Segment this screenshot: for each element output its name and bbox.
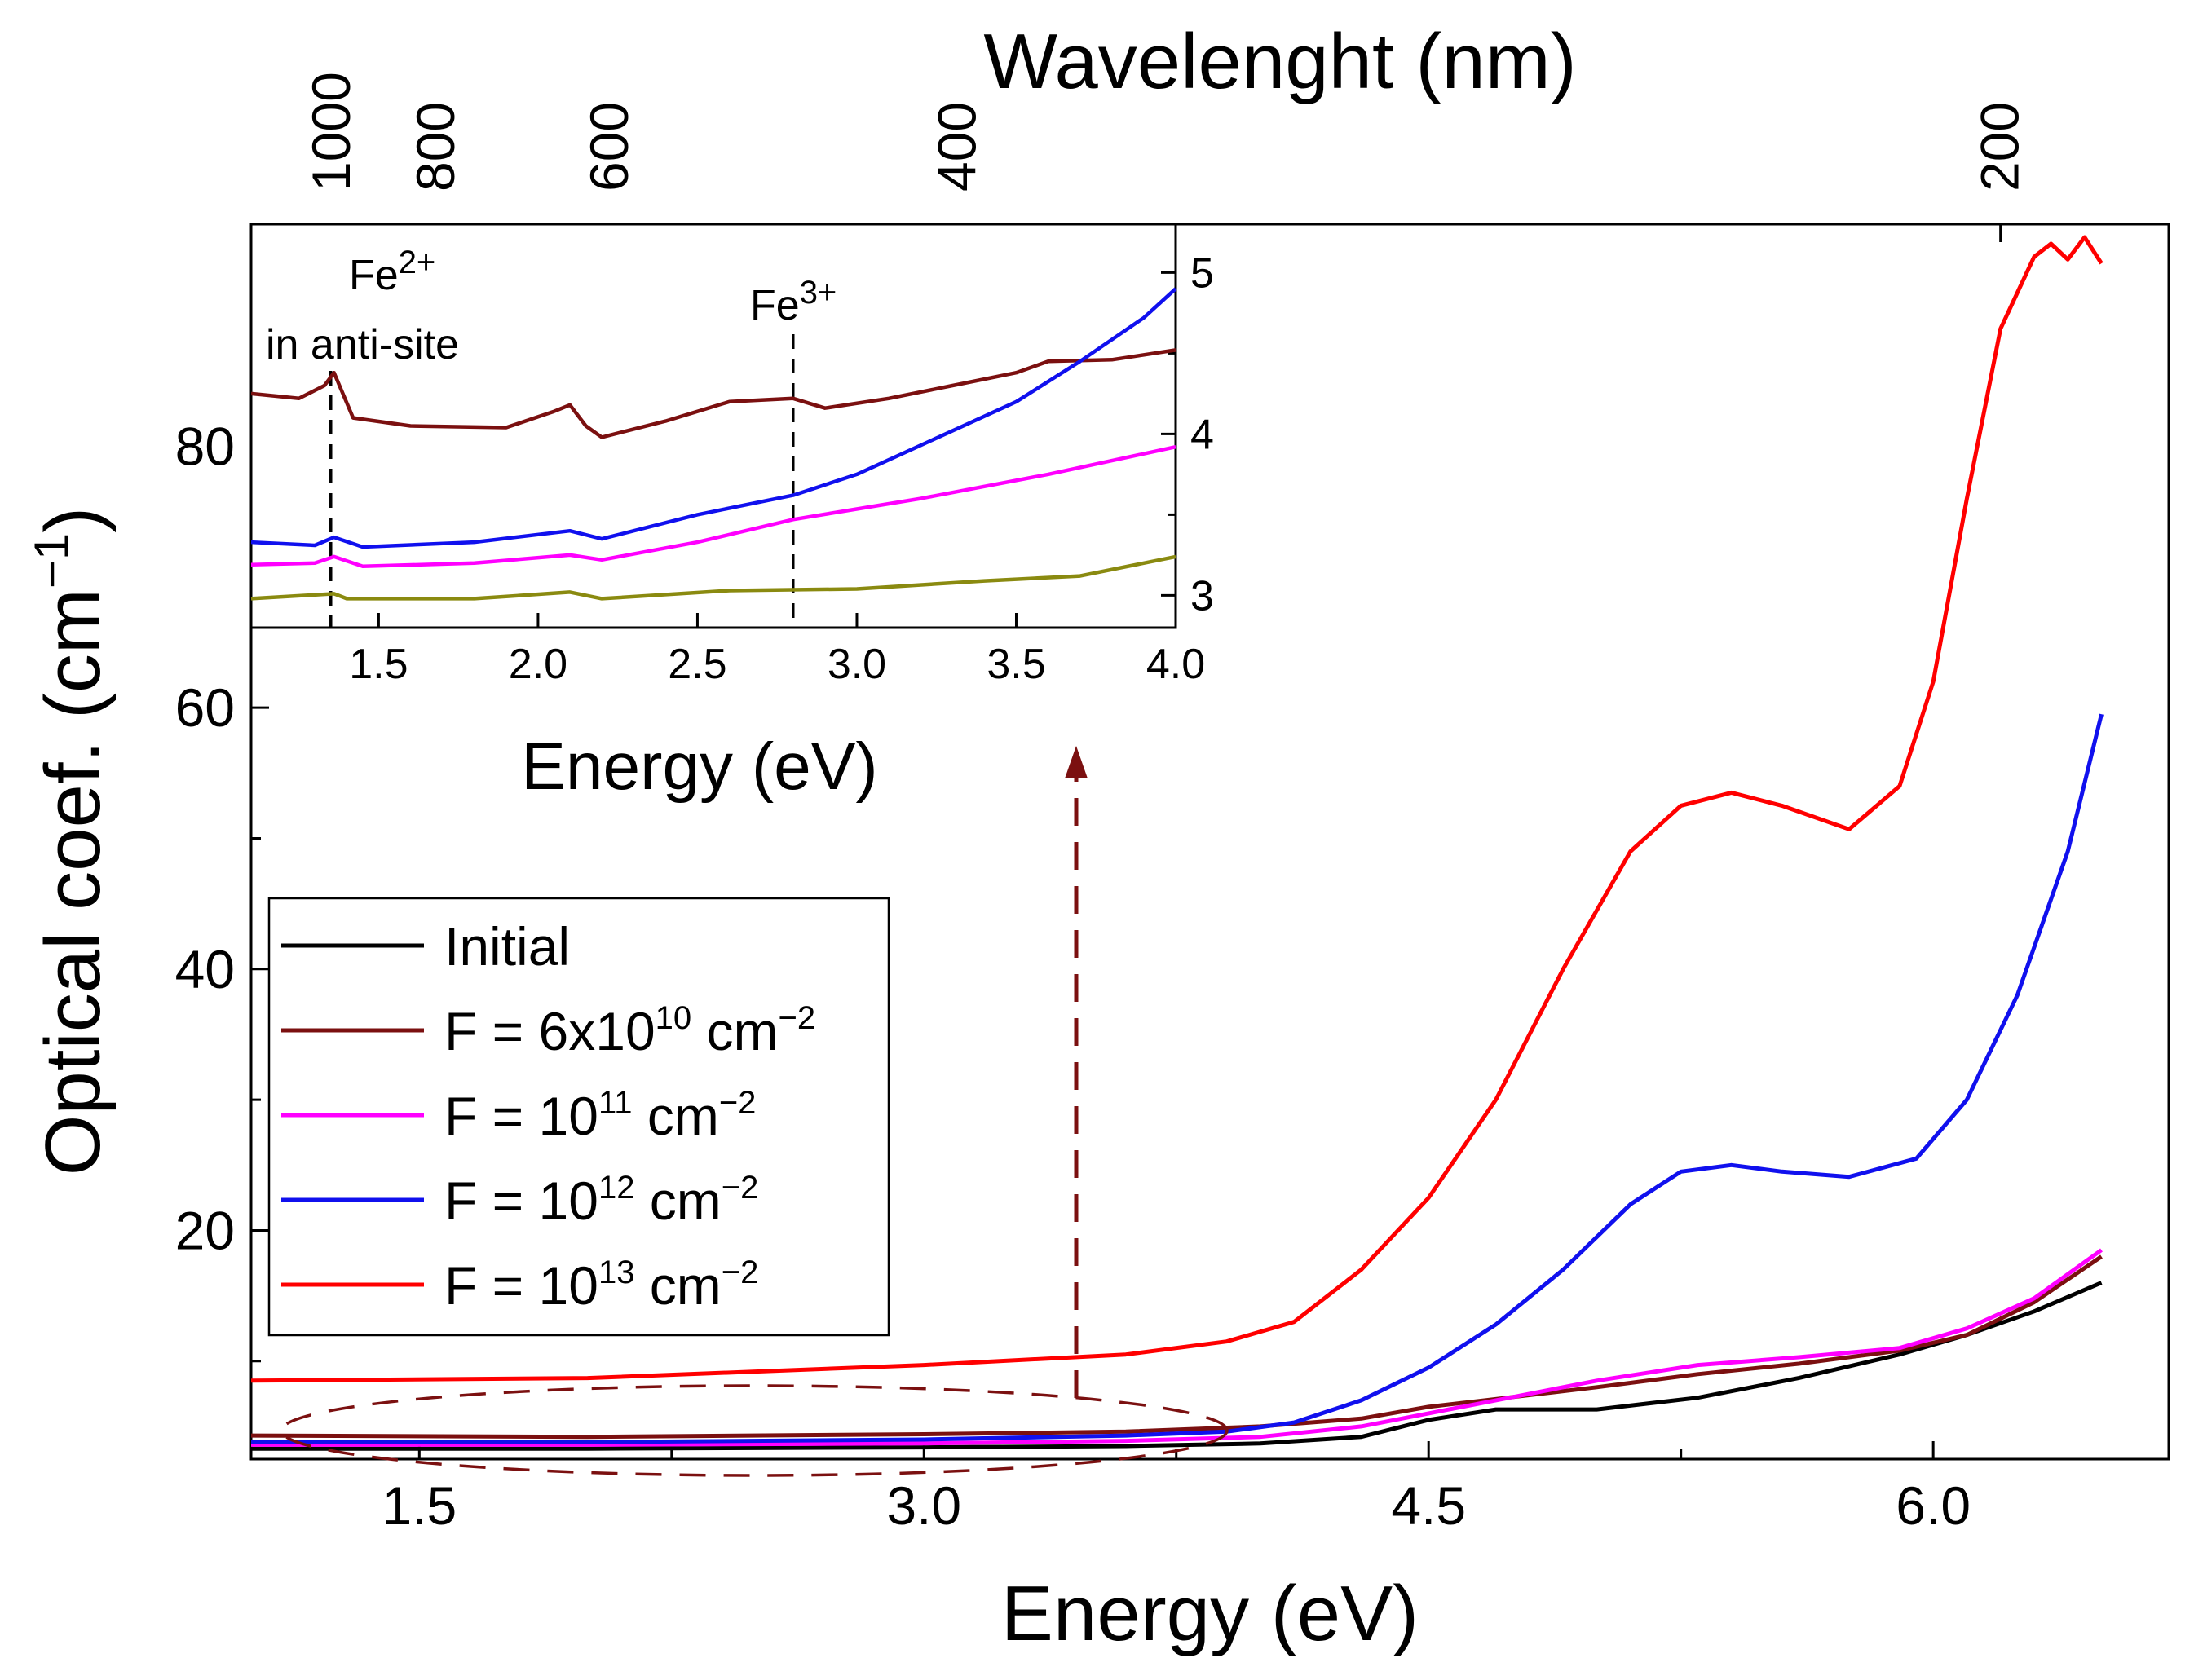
inset-x-tick-label: 4.0 <box>1146 641 1205 688</box>
inset-x-tick-label: 2.0 <box>509 641 567 688</box>
fe2-label: Fe2+ <box>349 245 435 299</box>
legend-item-10-12: F = 1012 cm−2 <box>281 1170 758 1231</box>
main-series-line-2 <box>251 1248 2103 1447</box>
top-tick-label: 1000 <box>301 72 361 192</box>
svg-text:F = 1013 cm−2: F = 1013 cm−2 <box>444 1254 758 1316</box>
legend-item-6x10-10: F = 6x1010 cm−2 <box>281 1000 815 1061</box>
inset-plot-frame <box>249 223 1177 629</box>
svg-text:F = 1011 cm−2: F = 1011 cm−2 <box>444 1085 756 1146</box>
inset-x-axis-label: Energy (eV) <box>521 730 878 804</box>
top-tick-label: 600 <box>579 102 639 192</box>
inset-ion-markers <box>329 334 795 628</box>
main-x-axis-label: Energy (eV) <box>1001 1570 1419 1657</box>
fe2-site-label: in anti-site <box>266 321 459 368</box>
main-x-ticks: 1.5 3.0 4.5 6.0 <box>382 1441 1971 1536</box>
top-axis-label: Wavelenght (nm) <box>983 18 1576 105</box>
main-x-tick-label: 6.0 <box>1896 1475 1971 1536</box>
top-wavelength-ticks: 1000 800 600 400 200 <box>301 72 2030 242</box>
svg-text:Initial: Initial <box>444 916 570 977</box>
main-y-axis-label: Optical coef. (cm−1) <box>24 507 117 1176</box>
inset-series-line-3 <box>250 554 1176 601</box>
inset-x-tick-label: 1.5 <box>349 641 408 688</box>
inset-y-tick-label: 4 <box>1190 411 1214 458</box>
main-y-tick-label: 80 <box>175 417 235 477</box>
main-x-tick-label: 4.5 <box>1391 1475 1466 1536</box>
main-y-tick-label: 40 <box>175 939 235 999</box>
svg-text:F = 1012 cm−2: F = 1012 cm−2 <box>444 1170 758 1231</box>
legend-item-initial: Initial <box>281 916 570 977</box>
main-series-line-4 <box>250 235 2104 1383</box>
main-plot-frame <box>249 223 2170 1461</box>
legend-item-10-13: F = 1013 cm−2 <box>281 1254 758 1316</box>
inset-x-tick-label: 3.5 <box>987 641 1045 688</box>
inset-series-lines <box>250 287 1177 601</box>
main-y-tick-label: 20 <box>175 1200 235 1260</box>
main-y-ticks: 20 40 60 80 <box>175 314 269 1363</box>
top-tick-label: 200 <box>1970 102 2030 192</box>
top-tick-label: 400 <box>927 102 987 192</box>
main-series-line-3 <box>251 713 2104 1444</box>
main-series-lines <box>250 235 2104 1451</box>
legend-item-10-11: F = 1011 cm−2 <box>281 1085 756 1146</box>
arrow-head-icon <box>1065 746 1088 778</box>
inset-y-tick-label: 3 <box>1190 572 1214 620</box>
top-tick-label: 800 <box>405 102 466 192</box>
main-x-tick-label: 1.5 <box>382 1475 457 1536</box>
low-energy-ellipse <box>280 1384 1229 1477</box>
svg-text:F = 6x1010 cm−2: F = 6x1010 cm−2 <box>444 1000 815 1061</box>
inset-y-tick-label: 5 <box>1190 249 1214 297</box>
legend: Initial F = 6x1010 cm−2 F = 1011 cm−2 F … <box>267 897 890 1337</box>
main-y-tick-label: 60 <box>175 677 235 738</box>
inset-series-line-0 <box>250 348 1176 439</box>
inset-x-tick-label: 2.5 <box>668 641 726 688</box>
inset-y-ticks: 3 4 5 <box>1161 249 1214 620</box>
fe3-label: Fe3+ <box>750 275 837 329</box>
inset-series-line-1 <box>250 287 1177 549</box>
inset-x-tick-label: 3.0 <box>828 641 886 688</box>
main-x-tick-label: 3.0 <box>886 1475 961 1536</box>
inset-x-ticks: 1.5 2.0 2.5 3.0 3.5 4.0 <box>349 613 1205 688</box>
inset-series-line-2 <box>250 445 1176 569</box>
